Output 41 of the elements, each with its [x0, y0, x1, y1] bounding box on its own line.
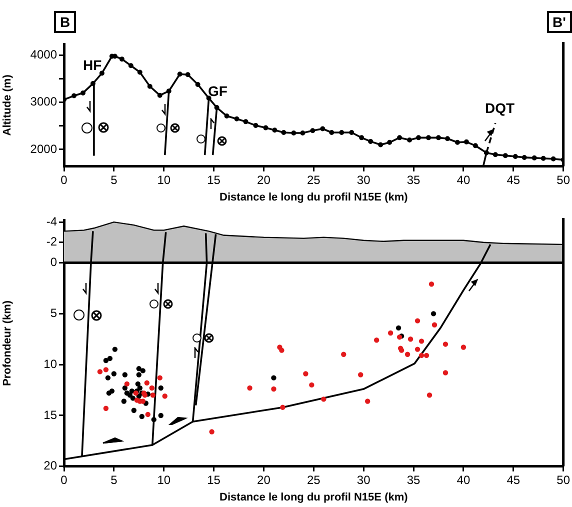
x-tick-label: 30 — [356, 172, 371, 187]
y-tick-label: 10 — [44, 356, 58, 371]
x-tick-label: 45 — [506, 172, 520, 187]
x-tick-label: 45 — [506, 472, 520, 487]
x-tick-label: 20 — [257, 472, 271, 487]
x-tick-label: 40 — [456, 172, 470, 187]
x-tick-label: 50 — [556, 172, 570, 187]
y-tick-label: 5 — [50, 306, 58, 320]
x-tick-label: 25 — [306, 172, 321, 187]
x-tick-label: 15 — [207, 172, 221, 187]
x-tick-label: 35 — [406, 172, 421, 187]
y-tick-label: -4 — [46, 214, 58, 228]
annotation: HF — [83, 57, 102, 73]
x-tick-label: 50 — [556, 472, 570, 487]
y-tick-label: 15 — [44, 408, 58, 422]
x-tick-label: 25 — [306, 472, 321, 487]
y-tick-label: 0 — [50, 255, 58, 270]
y-tick-label: 3000 — [30, 94, 58, 109]
annotation: GF — [208, 83, 228, 99]
y-tick-label: 20 — [44, 458, 58, 473]
x-tick-label: 35 — [406, 472, 421, 487]
text: B — [54, 11, 76, 33]
annotation: DQT — [485, 100, 515, 116]
x-axis-title: Distance le long du profil N15E (km) — [220, 491, 408, 504]
x-tick-label: 20 — [257, 172, 271, 187]
x-tick-label: 10 — [157, 472, 171, 487]
x-axis-title: Distance le long du profil N15E (km) — [220, 191, 408, 204]
x-tick-label: 0 — [60, 172, 68, 187]
x-tick-label: 5 — [110, 172, 118, 187]
y-axis-title: Profondeur (km) — [2, 300, 14, 386]
y-axis-title: Altitude (m) — [2, 74, 14, 136]
x-tick-label: 0 — [60, 472, 68, 487]
y-tick-label: 2000 — [30, 142, 58, 156]
y-tick-label: -2 — [46, 234, 58, 249]
x-tick-label: 5 — [110, 472, 118, 487]
x-tick-label: 40 — [456, 472, 470, 487]
text: B' — [546, 11, 572, 33]
x-tick-label: 10 — [157, 172, 171, 187]
y-tick-label: 4000 — [30, 48, 58, 62]
x-tick-label: 15 — [207, 472, 221, 487]
x-tick-label: 30 — [356, 472, 371, 487]
